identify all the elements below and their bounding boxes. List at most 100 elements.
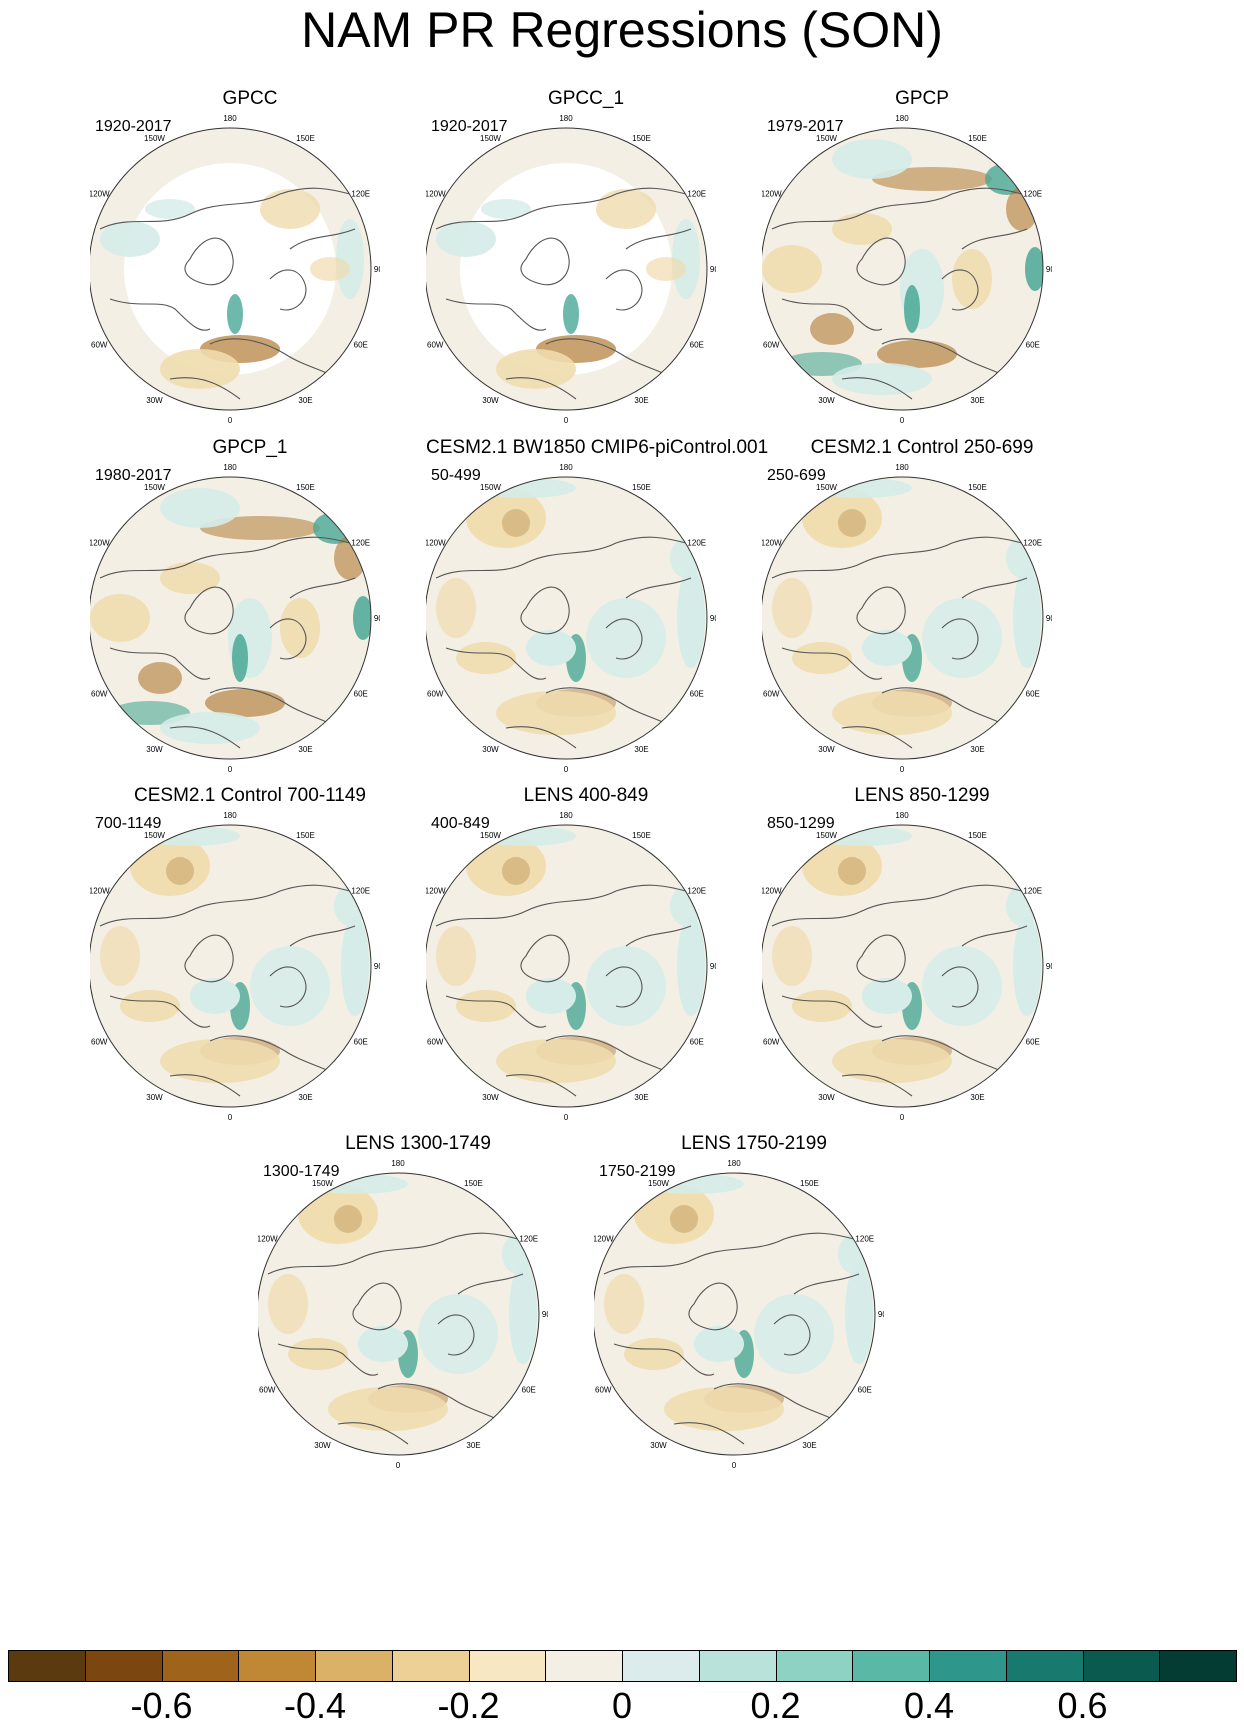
longitude-label: 30E xyxy=(970,396,984,405)
anomaly-region xyxy=(205,689,285,717)
longitude-label: 120W xyxy=(258,1235,278,1244)
anomaly-region xyxy=(862,630,912,666)
longitude-label: 180 xyxy=(223,114,237,123)
anomaly-region xyxy=(634,1184,714,1244)
longitude-label: 150W xyxy=(816,483,837,492)
longitude-label: 150W xyxy=(144,483,165,492)
map-panel: 180150E120E90E60E30E030W60W90W120W150WLE… xyxy=(426,785,806,1170)
polar-map: 180150E120E90E60E30E030W60W90W120W150W xyxy=(90,114,380,425)
panel-title: GPCP xyxy=(895,88,949,109)
longitude-label: 150E xyxy=(968,483,987,492)
longitude-label: 120E xyxy=(351,887,370,896)
coastline xyxy=(941,269,979,311)
anomaly-region xyxy=(877,340,957,368)
anomaly-region xyxy=(646,257,686,281)
longitude-label: 120E xyxy=(687,190,706,199)
longitude-label: 120W xyxy=(762,887,782,896)
coastline xyxy=(673,1422,745,1445)
coastline xyxy=(445,298,547,331)
panel-period: 1920-2017 xyxy=(431,118,508,135)
anomaly-region xyxy=(1025,247,1043,291)
coastline xyxy=(841,726,913,749)
map-border xyxy=(426,824,708,1108)
longitude-label: 120W xyxy=(90,190,110,199)
anomaly-region xyxy=(456,990,516,1022)
longitude-label: 60W xyxy=(595,1386,612,1395)
longitude-label: 60E xyxy=(690,1038,704,1047)
longitude-label: 30E xyxy=(634,745,648,754)
longitude-label: 120E xyxy=(1023,539,1042,548)
anomaly-region xyxy=(160,349,240,389)
coastline xyxy=(435,187,687,230)
longitude-label: 150W xyxy=(144,831,165,840)
colorbar-bin xyxy=(161,1650,240,1682)
longitude-label: 30E xyxy=(802,1441,816,1450)
longitude-label: 180 xyxy=(559,463,573,472)
anomaly-region xyxy=(100,926,140,986)
longitude-label: 90E xyxy=(374,962,380,971)
longitude-label: 60W xyxy=(427,690,444,699)
longitude-label: 30W xyxy=(482,745,499,754)
longitude-label: 60E xyxy=(690,690,704,699)
longitude-label: 60W xyxy=(91,341,108,350)
panel-period: 400-849 xyxy=(431,815,490,832)
coastline xyxy=(109,995,211,1028)
panel-period: 1980-2017 xyxy=(95,467,172,484)
anomaly-region xyxy=(481,199,531,219)
anomaly-region xyxy=(190,978,240,1014)
anomaly-region xyxy=(1013,568,1041,668)
coastline xyxy=(961,228,1028,250)
coastline xyxy=(771,884,1023,927)
anomaly-region xyxy=(160,488,240,528)
polar-map: 180150E120E90E60E30E030W60W90W120W150W xyxy=(426,811,716,1122)
longitude-label: 120W xyxy=(762,539,782,548)
longitude-label: 180 xyxy=(223,811,237,820)
coastline xyxy=(841,1074,913,1097)
anomaly-region xyxy=(280,598,320,658)
anomaly-region xyxy=(832,1039,952,1083)
longitude-label: 60E xyxy=(1026,341,1040,350)
coastline xyxy=(209,338,341,380)
longitude-label: 30W xyxy=(818,1093,835,1102)
anomaly-region xyxy=(802,488,882,548)
coastline xyxy=(445,647,547,680)
anomaly-region xyxy=(952,249,992,309)
coastline xyxy=(771,187,1023,230)
coastline xyxy=(941,618,979,660)
longitude-label: 60E xyxy=(354,341,368,350)
anomaly-region xyxy=(90,594,150,642)
polar-map: 180150E120E90E60E30E030W60W90W120W150W xyxy=(426,114,716,425)
coastline xyxy=(545,687,677,729)
coastline xyxy=(437,1314,475,1356)
longitude-label: 150W xyxy=(648,1179,669,1188)
longitude-label: 60E xyxy=(858,1386,872,1395)
longitude-label: 90E xyxy=(710,614,716,623)
coastline xyxy=(457,1273,524,1295)
anomaly-region xyxy=(160,562,220,594)
coastline xyxy=(941,966,979,1008)
anomaly-region xyxy=(832,691,952,735)
map-border xyxy=(426,476,708,760)
anomaly-region xyxy=(160,712,260,744)
anomaly-region xyxy=(334,1205,362,1233)
coastline xyxy=(289,925,356,947)
colorbar-tick-label: -0.2 xyxy=(437,1685,500,1726)
anomaly-region xyxy=(341,916,369,1016)
coastline xyxy=(184,934,234,983)
longitude-label: 0 xyxy=(732,1461,737,1470)
colorbar-bin xyxy=(238,1650,316,1682)
anomaly-region xyxy=(502,509,530,537)
anomaly-region xyxy=(922,598,1002,678)
longitude-label: 30W xyxy=(482,396,499,405)
longitude-label: 30W xyxy=(146,745,163,754)
anomaly-region xyxy=(310,257,350,281)
coastline xyxy=(771,536,1023,579)
anomaly-region xyxy=(130,836,210,896)
polar-map: 180150E120E90E60E30E030W60W90W120W150W xyxy=(762,463,1052,774)
anomaly-region xyxy=(232,634,248,682)
longitude-label: 150W xyxy=(816,831,837,840)
anomaly-region xyxy=(250,946,330,1026)
longitude-label: 180 xyxy=(223,463,237,472)
panel-period: 1920-2017 xyxy=(95,118,172,135)
coastline xyxy=(545,1035,677,1077)
